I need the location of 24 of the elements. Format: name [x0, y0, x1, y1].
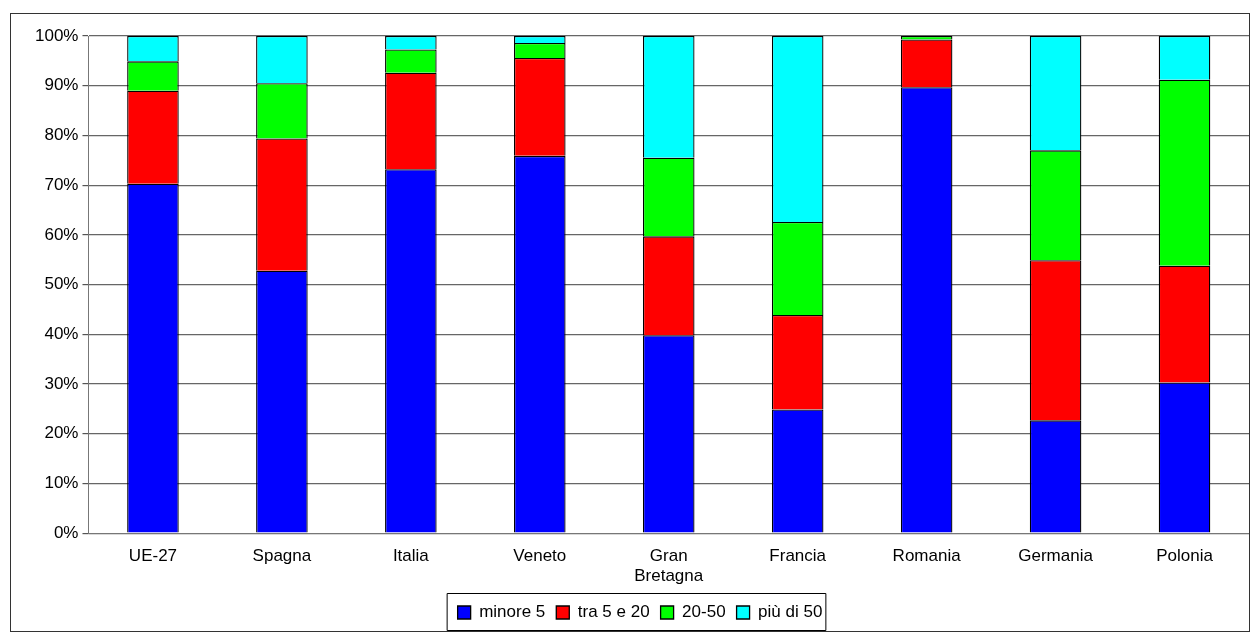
y-tick-label: 100% [35, 25, 79, 45]
x-tick-label: Polonia [1156, 546, 1214, 566]
legend-label: più di 50 [758, 602, 823, 622]
x-tick-label: Romania [892, 546, 962, 566]
x-tick-label: Francia [769, 546, 827, 566]
y-tick-label: 0% [53, 522, 79, 542]
y-tick-label: 30% [44, 373, 79, 393]
y-tick-label: 70% [44, 174, 79, 194]
legend-label: 20-50 [682, 602, 726, 622]
y-tick-label: 50% [44, 274, 79, 294]
x-tick-label: Gran Bretagna [634, 546, 704, 586]
y-tick-label: 80% [44, 125, 79, 145]
y-tick-label: 20% [44, 423, 79, 443]
x-tick-label: Italia [392, 546, 430, 566]
y-tick-label: 10% [44, 473, 79, 493]
x-tick-label: Spagna [252, 546, 312, 566]
y-tick-label: 60% [44, 224, 79, 244]
x-tick-label: UE-27 [128, 546, 178, 566]
x-tick-label: Veneto [513, 546, 567, 566]
y-tick-label: 40% [44, 324, 79, 344]
legend-label: minore 5 [479, 602, 546, 622]
x-tick-label: Germania [1018, 546, 1094, 566]
y-tick-label: 90% [44, 75, 79, 95]
legend-label: tra 5 e 20 [577, 602, 650, 622]
